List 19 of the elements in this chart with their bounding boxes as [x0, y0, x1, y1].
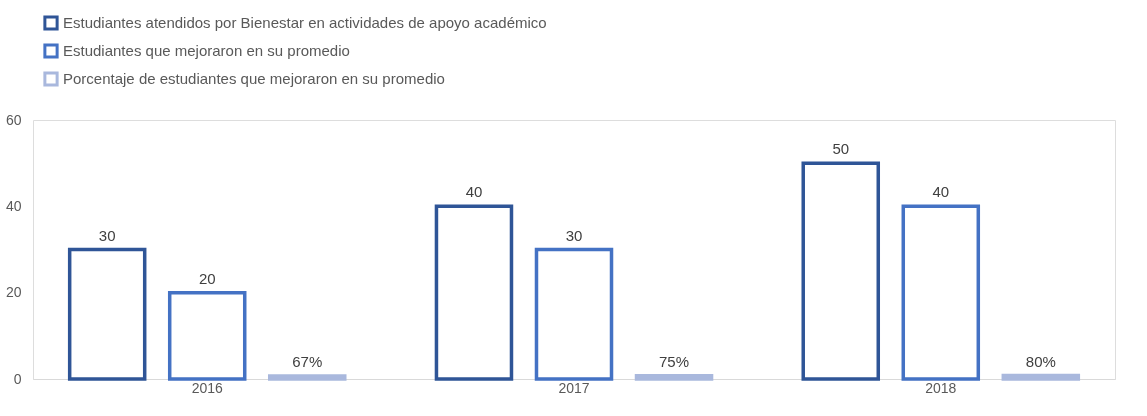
data-label: 80% — [1025, 352, 1056, 370]
x-tick-label: 2016 — [191, 379, 223, 396]
legend-label: Porcentaje de estudiantes que mejoraron en su promedio — [63, 70, 445, 87]
y-tick-label: 40 — [5, 197, 22, 214]
data-label: 40 — [465, 183, 483, 201]
data-label: 30 — [565, 226, 583, 244]
data-label: 50 — [832, 140, 850, 158]
data-label: 67% — [292, 353, 323, 371]
x-tick-label: 2018 — [925, 379, 957, 396]
data-label: 75% — [659, 352, 690, 370]
y-tick-label: 0 — [13, 370, 22, 387]
y-tick-label: 60 — [5, 111, 22, 128]
data-label: 40 — [932, 183, 950, 201]
x-tick-label: 2017 — [558, 379, 590, 396]
legend-label: Estudiantes que mejoraron en su promedio — [63, 42, 350, 59]
legend-label: Estudiantes atendidos por Bienestar en actividades de apoyo académico — [63, 14, 547, 31]
y-tick-label: 20 — [5, 284, 22, 301]
data-label: 30 — [98, 226, 116, 244]
data-label: 20 — [198, 269, 216, 287]
